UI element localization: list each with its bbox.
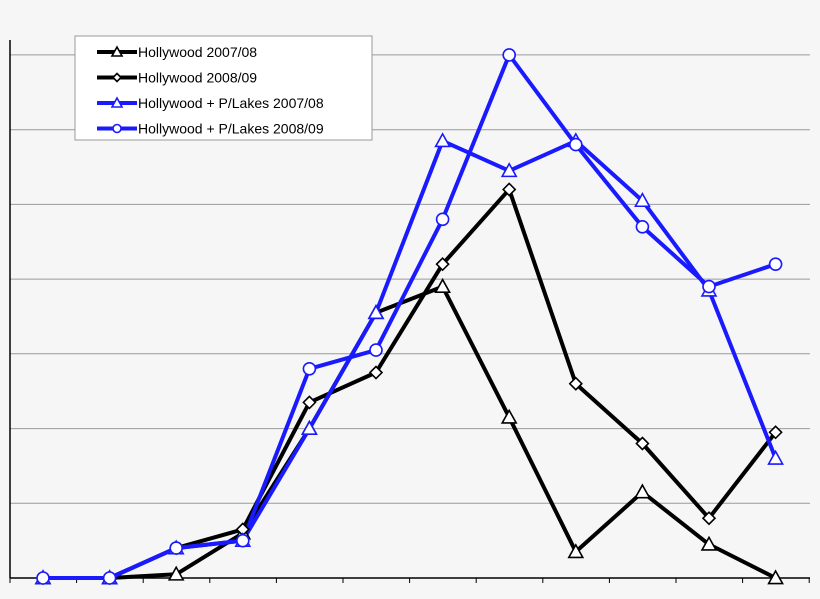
legend-item-1: Hollywood 2007/08 xyxy=(97,44,257,60)
data-point-circle xyxy=(502,48,517,62)
legend-marker xyxy=(112,123,122,134)
series-markers-2 xyxy=(35,182,783,586)
legend-marker xyxy=(111,72,123,83)
data-point-triangle xyxy=(434,132,451,148)
legend-item-4: Hollywood + P/Lakes 2008/09 xyxy=(97,121,324,137)
data-point-triangle xyxy=(634,192,651,208)
legend-label: Hollywood + P/Lakes 2007/08 xyxy=(138,95,324,111)
legend-label: Hollywood 2007/08 xyxy=(138,44,257,60)
legend-marker xyxy=(110,45,124,57)
data-point-triangle xyxy=(500,408,518,424)
data-point-circle xyxy=(768,257,783,271)
data-point-triangle xyxy=(567,543,585,559)
series-markers-1 xyxy=(34,277,784,585)
data-point-diamond xyxy=(568,376,583,391)
data-point-circle xyxy=(369,343,383,357)
data-point-triangle xyxy=(434,277,451,293)
data-point-circle xyxy=(102,571,117,585)
series-line-1 xyxy=(43,284,777,580)
data-point-triangle xyxy=(367,304,385,320)
data-point-circle xyxy=(36,571,50,585)
data-point-circle xyxy=(702,279,716,294)
data-point-triangle xyxy=(500,162,518,178)
data-point-diamond xyxy=(435,257,450,272)
data-point-triangle xyxy=(634,483,651,499)
data-point-circle xyxy=(635,220,650,234)
data-point-circle xyxy=(236,533,250,548)
series-markers-4 xyxy=(36,48,783,585)
data-point-circle xyxy=(302,361,317,376)
legend-item-2: Hollywood 2008/09 xyxy=(97,70,257,86)
data-point-circle xyxy=(435,212,450,227)
data-point-diamond xyxy=(502,182,517,197)
legend-item-3: Hollywood + P/Lakes 2007/08 xyxy=(97,95,324,111)
data-point-circle xyxy=(169,541,183,555)
data-point-diamond xyxy=(302,395,317,410)
data-point-diamond xyxy=(701,511,717,526)
legend-marker xyxy=(110,96,124,108)
legend-label: Hollywood + P/Lakes 2008/09 xyxy=(138,121,324,137)
data-point-triangle xyxy=(167,565,185,581)
series-line-4 xyxy=(43,52,777,580)
plot-area xyxy=(34,48,784,586)
data-point-diamond xyxy=(635,436,650,451)
data-point-triangle xyxy=(301,419,318,435)
legend-label: Hollywood 2008/09 xyxy=(138,70,257,86)
data-point-triangle xyxy=(767,449,784,465)
data-point-triangle xyxy=(700,535,718,551)
data-point-circle xyxy=(568,137,583,152)
legend: Hollywood 2007/08 Hollywood 2008/09 Hollyw… xyxy=(74,35,373,141)
data-point-diamond xyxy=(768,425,783,440)
data-point-triangle xyxy=(767,569,784,585)
data-point-diamond xyxy=(368,365,384,380)
